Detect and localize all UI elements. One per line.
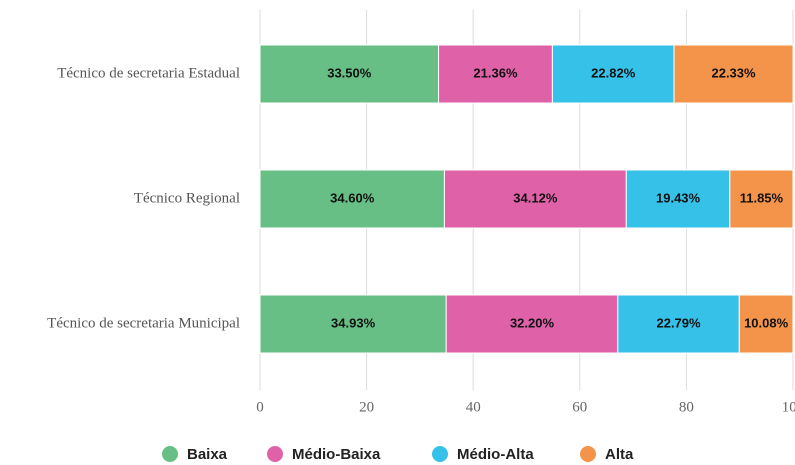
legend-label: Baixa (187, 446, 228, 463)
value-label: 21.36% (473, 65, 518, 80)
value-label: 22.79% (656, 315, 701, 330)
value-label: 32.20% (510, 315, 555, 330)
value-label: 22.82% (591, 65, 636, 80)
value-label: 22.33% (711, 65, 756, 80)
legend-label: Médio-Baixa (292, 446, 381, 463)
bar-segment (259, 44, 440, 104)
legend-label: Alta (605, 446, 634, 463)
legend-marker (162, 446, 178, 462)
x-tick-label: 100 (782, 399, 795, 415)
bar-segment (259, 169, 445, 229)
legend-label: Médio-Alta (457, 446, 534, 463)
value-label: 34.12% (513, 190, 558, 205)
value-label: 10.08% (744, 315, 789, 330)
bar-segment (259, 294, 447, 354)
legend-marker (267, 446, 283, 462)
bar-segment (625, 169, 731, 229)
bar-segment (443, 169, 627, 229)
bar-segment (729, 169, 794, 229)
x-tick-label: 40 (466, 399, 481, 415)
value-label: 34.93% (331, 315, 376, 330)
bar-segment (445, 294, 619, 354)
y-tick-label: Técnico de secretaria Municipal (47, 315, 240, 331)
bar-segment (617, 294, 740, 354)
y-tick-label: Técnico Regional (134, 190, 240, 206)
x-tick-label: 0 (256, 399, 264, 415)
y-tick-label: Técnico de secretaria Estadual (57, 65, 240, 81)
x-tick-label: 20 (359, 399, 374, 415)
bar-segment (673, 44, 794, 104)
legend-marker (580, 446, 596, 462)
value-label: 19.43% (656, 190, 701, 205)
value-label: 33.50% (327, 65, 372, 80)
legend-marker (432, 446, 448, 462)
value-label: 34.60% (330, 190, 375, 205)
x-tick-label: 60 (572, 399, 587, 415)
bar-segment (738, 294, 794, 354)
value-label: 11.85% (740, 190, 784, 205)
x-tick-label: 80 (679, 399, 694, 415)
